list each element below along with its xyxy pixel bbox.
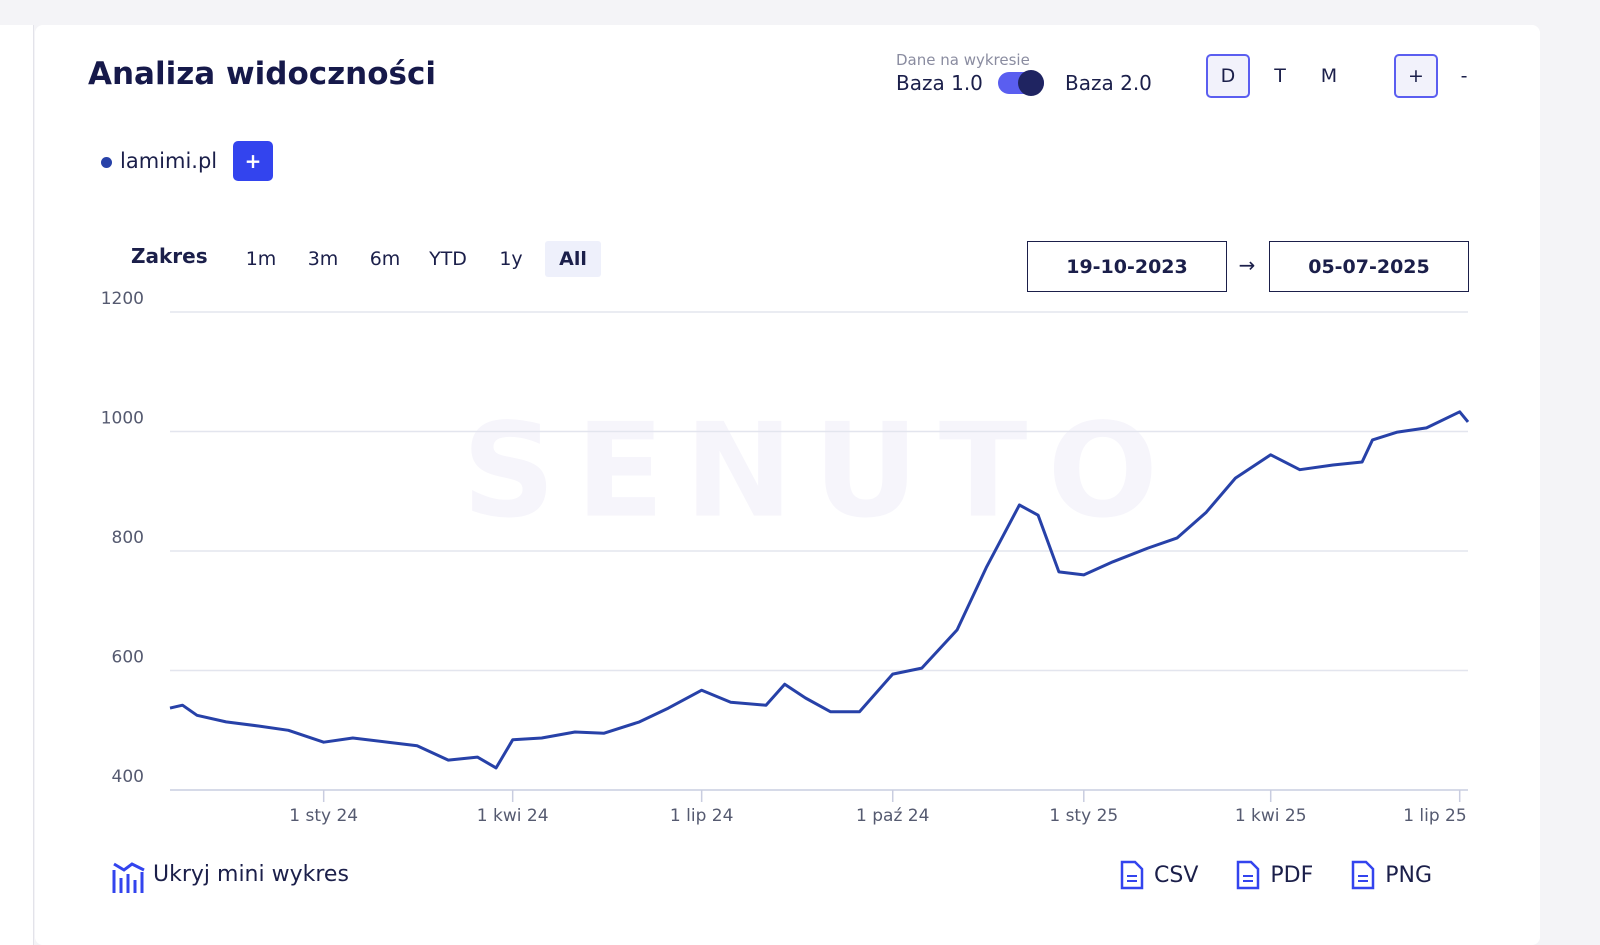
file-icon xyxy=(1237,860,1260,890)
range-buttons: 1m 3m 6m YTD 1y All xyxy=(233,241,601,277)
file-icon xyxy=(1120,860,1144,890)
date-from[interactable]: 19-10-2023 xyxy=(1027,241,1227,292)
range-label: Zakres xyxy=(131,244,208,268)
toggle-knob xyxy=(1018,70,1044,96)
x-tick-label: 1 lip 24 xyxy=(670,806,734,826)
card xyxy=(35,25,1540,945)
sidebar xyxy=(0,25,34,945)
export-button[interactable]: PNG xyxy=(1351,860,1432,890)
x-tick-label: 1 sty 24 xyxy=(289,806,358,826)
export-label: PNG xyxy=(1385,862,1433,888)
data-source-label: Dane na wykresie xyxy=(896,51,1030,69)
date-arrow: → xyxy=(1238,253,1256,277)
legend-label[interactable]: lamimi.pl xyxy=(120,149,218,173)
y-tick-label: 1000 xyxy=(101,409,144,429)
export-button[interactable]: CSV xyxy=(1120,860,1198,890)
range-button[interactable]: YTD xyxy=(429,248,467,270)
interval-button[interactable]: T xyxy=(1274,65,1286,87)
x-tick-label: 1 kwi 24 xyxy=(477,806,549,826)
x-tick-label: 1 paź 24 xyxy=(856,806,929,826)
legend-dot xyxy=(101,157,112,168)
range-button[interactable]: 1y xyxy=(499,248,523,270)
x-tick-label: 1 kwi 25 xyxy=(1235,806,1307,826)
y-tick-label: 400 xyxy=(112,767,144,787)
interval-button[interactable]: M xyxy=(1320,65,1338,87)
exports: CSV PDF PNG xyxy=(1120,860,1432,890)
date-to[interactable]: 05-07-2025 xyxy=(1269,241,1469,292)
export-button[interactable]: PDF xyxy=(1236,860,1313,890)
base-left[interactable]: Baza 1.0 xyxy=(896,71,983,95)
y-tick-label: 600 xyxy=(112,648,144,668)
interval-button[interactable]: D xyxy=(1206,54,1250,98)
title: Analiza widoczności xyxy=(88,56,436,92)
y-tick-label: 1200 xyxy=(101,289,144,309)
x-tick-label: 1 lip 25 xyxy=(1403,806,1467,826)
zoom-in[interactable]: + xyxy=(1394,54,1438,98)
export-label: CSV xyxy=(1154,862,1199,888)
mini-chart-icon xyxy=(112,862,145,893)
watermark: SENUTO xyxy=(462,395,1178,547)
range-button[interactable]: 1m xyxy=(245,248,277,270)
zoom-out[interactable]: - xyxy=(1460,65,1468,87)
y-tick-label: 800 xyxy=(112,528,144,548)
range-button[interactable]: 6m xyxy=(369,248,401,270)
add-domain[interactable]: + xyxy=(233,141,273,181)
export-label: PDF xyxy=(1270,862,1314,888)
file-icon xyxy=(1352,860,1375,890)
toggle[interactable] xyxy=(998,70,1044,96)
x-tick-label: 1 sty 25 xyxy=(1049,806,1118,826)
range-button[interactable]: All xyxy=(545,241,601,277)
base-right[interactable]: Baza 2.0 xyxy=(1065,71,1152,95)
line-series xyxy=(169,410,1470,770)
range-button[interactable]: 3m xyxy=(307,248,339,270)
toggle-mini-chart[interactable]: Ukryj mini wykres xyxy=(153,862,349,887)
